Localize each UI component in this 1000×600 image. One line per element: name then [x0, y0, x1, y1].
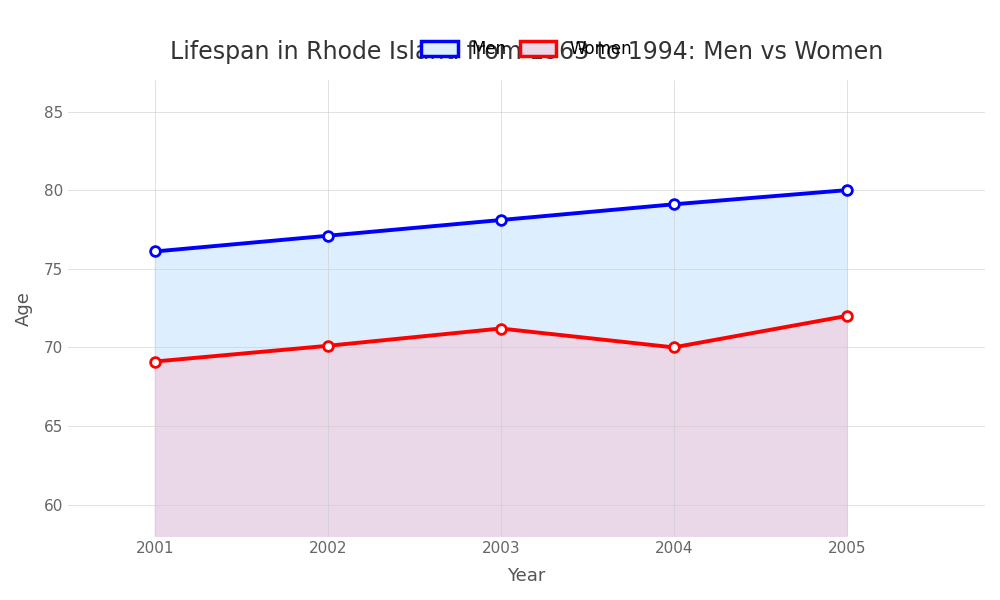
Y-axis label: Age: Age	[15, 290, 33, 326]
X-axis label: Year: Year	[507, 567, 546, 585]
Title: Lifespan in Rhode Island from 1963 to 1994: Men vs Women: Lifespan in Rhode Island from 1963 to 19…	[170, 40, 883, 64]
Legend: Men, Women: Men, Women	[414, 34, 639, 65]
